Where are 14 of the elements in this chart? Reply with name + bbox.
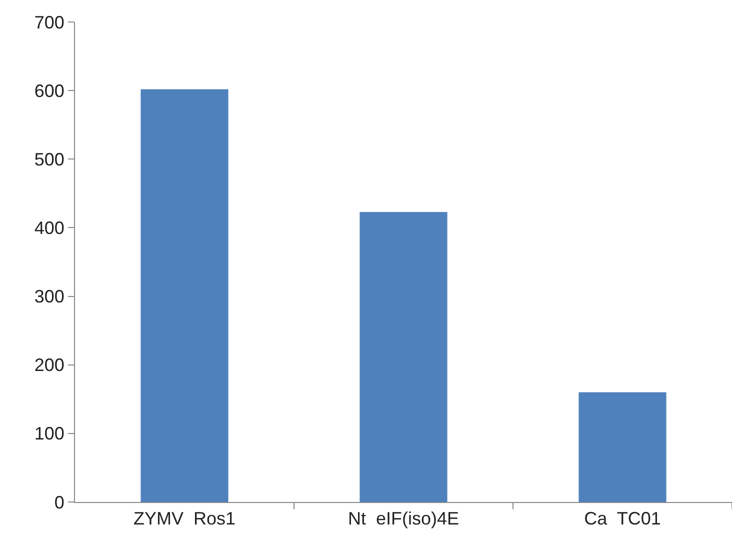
- x-tick-label: ZYMV Ros1: [133, 508, 236, 529]
- y-tick-label: 100: [34, 424, 64, 444]
- bar: [140, 89, 228, 502]
- y-tick-label: 600: [34, 80, 64, 101]
- x-tick-label: Ca TC01: [584, 508, 661, 529]
- bar: [360, 212, 448, 502]
- x-tick-label: Nt eIF(iso)4E: [348, 508, 460, 529]
- y-tick-label: 700: [34, 12, 64, 32]
- y-tick-label: 400: [34, 218, 64, 238]
- y-tick-label: 300: [34, 286, 64, 307]
- bar: [578, 392, 666, 502]
- y-tick-label: 500: [34, 149, 64, 170]
- y-tick-label: 200: [34, 355, 64, 376]
- y-tick-label: 0: [54, 492, 64, 512]
